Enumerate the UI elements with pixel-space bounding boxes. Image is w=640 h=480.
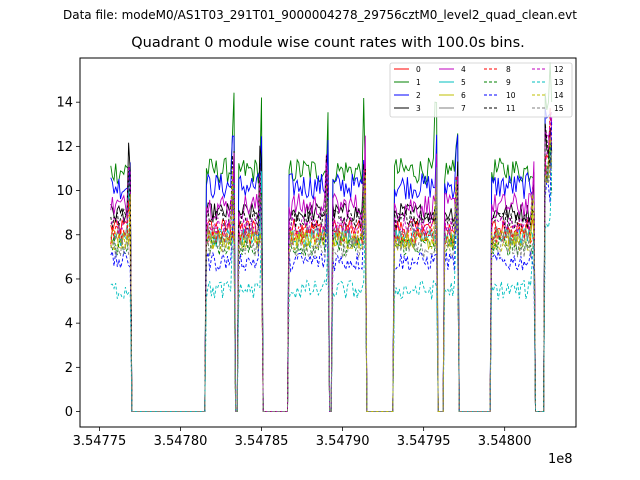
legend-label-2: 2 [416, 91, 421, 100]
legend-label-15: 15 [554, 104, 564, 113]
legend-label-13: 13 [554, 78, 564, 87]
legend-box [389, 62, 573, 118]
x-tick-label: 3.54795 [397, 434, 451, 449]
chart-title: Quadrant 0 module wise count rates with … [131, 35, 525, 51]
legend-label-9: 9 [506, 78, 511, 87]
x-tick-label: 3.54785 [235, 434, 289, 449]
legend-label-7: 7 [461, 104, 466, 113]
legend-label-4: 4 [461, 65, 466, 74]
legend-label-8: 8 [506, 65, 511, 74]
series-line-15 [110, 150, 553, 412]
legend-label-5: 5 [461, 78, 466, 87]
legend-label-11: 11 [506, 104, 516, 113]
x-axis-multiplier: 1e8 [548, 452, 573, 467]
y-axis-ticks: 0 2 4 6 8 10 12 14 [56, 96, 80, 420]
y-tick-label: 8 [65, 228, 73, 243]
y-tick-label: 10 [56, 184, 73, 199]
y-tick-label: 12 [56, 140, 73, 155]
legend-label-14: 14 [554, 91, 564, 100]
y-tick-label: 2 [65, 361, 73, 376]
legend-label-3: 3 [416, 104, 421, 113]
legend-label-1: 1 [416, 78, 421, 87]
x-tick-label: 3.54790 [316, 434, 370, 449]
y-tick-label: 4 [65, 317, 73, 332]
x-tick-label: 3.54780 [154, 434, 208, 449]
legend-label-10: 10 [506, 91, 516, 100]
figure-suptitle: Data file: modeM0/AS1T03_291T01_90000042… [63, 8, 577, 22]
x-axis-ticks: 3.54775 3.54780 3.54785 3.54790 3.54795 3.548… [73, 427, 532, 449]
y-tick-label: 0 [65, 405, 73, 420]
series-layer [110, 62, 553, 412]
x-tick-label: 3.54775 [73, 434, 127, 449]
y-tick-label: 6 [65, 272, 73, 287]
legend-label-12: 12 [554, 65, 564, 74]
x-tick-label: 3.54800 [478, 434, 532, 449]
legend-label-0: 0 [416, 65, 421, 74]
legend-label-6: 6 [461, 91, 466, 100]
y-tick-label: 14 [56, 96, 73, 111]
axes-frame [79, 57, 577, 428]
